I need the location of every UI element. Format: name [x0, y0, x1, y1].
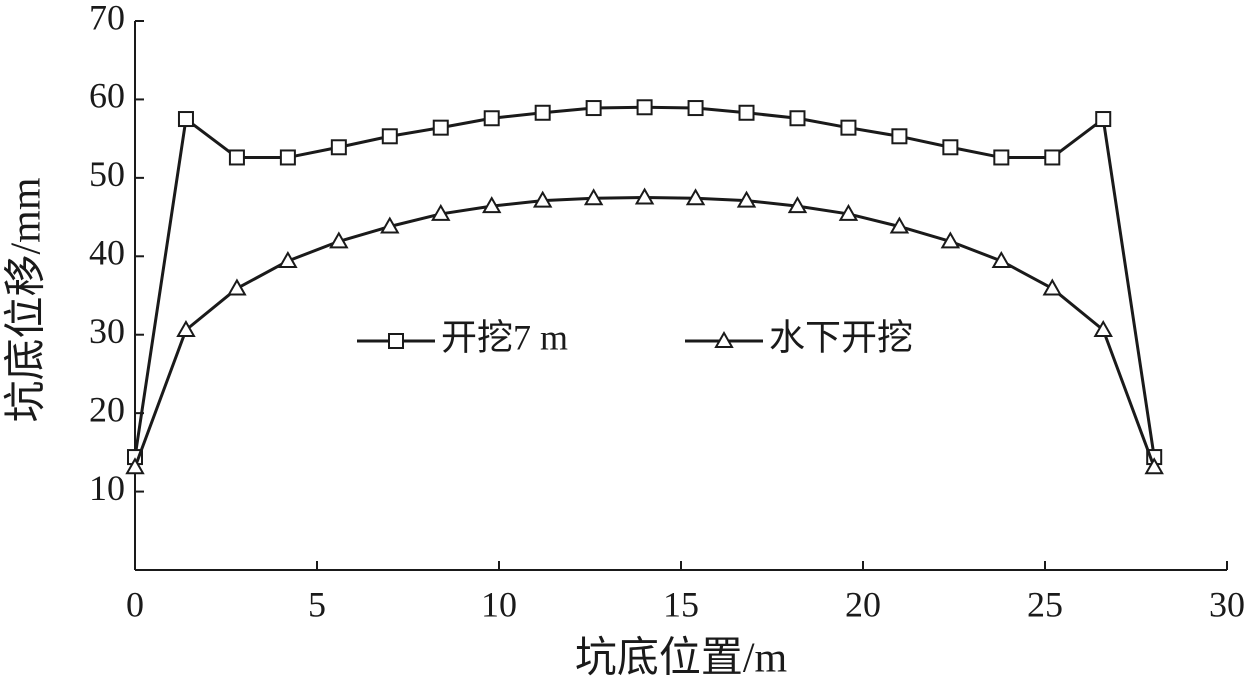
- marker: [1042, 278, 1063, 296]
- y-tick-label: 20: [89, 389, 125, 429]
- marker: [176, 319, 196, 338]
- marker: [1044, 149, 1061, 166]
- y-tick-label: 30: [89, 311, 125, 351]
- marker: [483, 110, 500, 127]
- marker: [787, 196, 808, 214]
- series-line: [133, 195, 1156, 468]
- marker: [738, 104, 755, 121]
- marker: [432, 119, 449, 136]
- x-tick-label: 25: [1027, 584, 1063, 624]
- marker: [330, 139, 347, 156]
- x-tick-label: 20: [845, 584, 881, 624]
- marker: [840, 119, 857, 136]
- marker: [991, 250, 1012, 268]
- marker: [1095, 111, 1112, 128]
- marker: [227, 278, 247, 296]
- marker: [585, 100, 602, 117]
- y-tick-label: 60: [89, 76, 125, 116]
- marker: [481, 196, 502, 214]
- marker: [380, 216, 400, 234]
- x-tick-label: 15: [663, 584, 699, 624]
- legend-label: 水下开挖: [769, 317, 913, 357]
- marker: [583, 188, 604, 206]
- marker: [685, 188, 706, 206]
- x-tick-label: 5: [308, 584, 326, 624]
- x-tick-label: 30: [1209, 584, 1245, 624]
- marker: [228, 149, 245, 166]
- marker: [889, 216, 910, 234]
- marker: [177, 111, 194, 128]
- marker: [634, 187, 655, 205]
- legend-label: 开挖7 m: [441, 317, 568, 357]
- y-tick-label: 40: [89, 233, 125, 273]
- marker: [789, 110, 806, 127]
- marker: [534, 104, 551, 121]
- x-axis-title: 坑底位置/m: [575, 635, 788, 682]
- marker: [329, 231, 349, 249]
- marker: [636, 99, 653, 116]
- legend-marker: [388, 333, 404, 349]
- marker: [993, 149, 1010, 166]
- marker: [279, 149, 296, 166]
- marker: [940, 231, 961, 249]
- marker: [431, 203, 451, 221]
- x-tick-label: 10: [481, 584, 517, 624]
- marker: [532, 190, 553, 208]
- marker: [687, 100, 704, 117]
- marker: [381, 128, 398, 145]
- marker: [125, 457, 145, 475]
- marker: [838, 203, 859, 221]
- marker: [891, 128, 908, 145]
- marker: [942, 139, 959, 156]
- marker: [1093, 319, 1113, 338]
- legend-marker: [714, 330, 734, 348]
- y-tick-label: 10: [89, 468, 125, 508]
- x-tick-label: 0: [126, 584, 144, 624]
- y-tick-label: 50: [89, 154, 125, 194]
- y-axis-title: 坑底位移/mm: [3, 177, 50, 422]
- marker: [278, 250, 298, 268]
- y-tick-label: 70: [89, 0, 125, 37]
- marker: [736, 190, 757, 208]
- marker: [1144, 457, 1164, 475]
